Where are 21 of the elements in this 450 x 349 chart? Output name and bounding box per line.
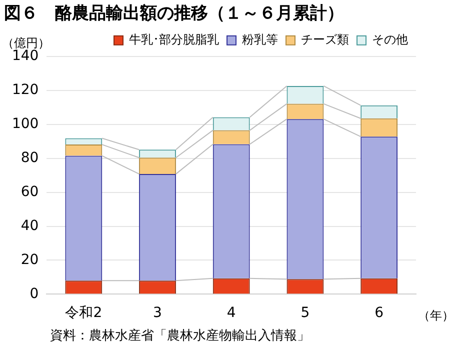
y-tick-label: 40 (20, 218, 39, 234)
y-tick-label: 0 (30, 286, 39, 302)
x-tick-label: 3 (153, 305, 162, 322)
y-tick-label: 20 (20, 252, 39, 268)
x-tick-label: 令和2 (65, 305, 102, 322)
y-tick-label: 140 (12, 48, 39, 64)
text: 資料：農林水産省「農林水産物輸出入情報」 (50, 327, 310, 344)
y-axis-title: （億円） (2, 36, 50, 50)
legend-label: 牛乳･部分脱脂乳 (129, 32, 219, 47)
x-tick-label: 5 (300, 305, 310, 322)
x-axis-title: （年） (418, 308, 450, 322)
legend-label: チーズ類 (301, 32, 349, 47)
chart-title: 図６ 酪農品輸出額の推移（１～６月累計） (4, 4, 344, 24)
y-tick-label: 120 (12, 82, 39, 98)
x-tick-label: 4 (226, 305, 236, 322)
y-tick-label: 60 (20, 184, 39, 200)
y-tick-label: 100 (12, 116, 39, 132)
y-tick-label: 80 (20, 150, 39, 166)
legend-label: 粉乳等 (242, 32, 278, 47)
legend-label: その他 (372, 32, 408, 47)
x-tick-label: 6 (374, 305, 384, 322)
